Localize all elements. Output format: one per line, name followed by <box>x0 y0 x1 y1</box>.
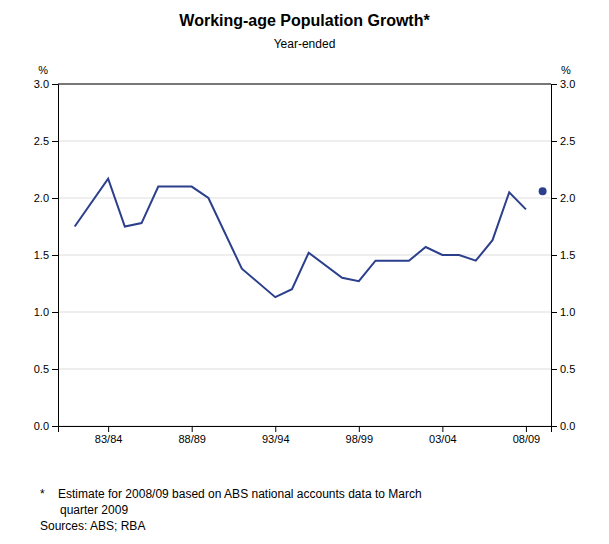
tick-label: 0.0 <box>34 420 49 432</box>
tick-mark <box>52 198 58 199</box>
tick: 2.0 <box>34 192 58 204</box>
axis-line <box>52 85 59 427</box>
y-axis: 0.0 0.5 1.0 1.5 2.0 2.5 3.0 <box>34 78 59 432</box>
tick-label: 93/94 <box>262 433 290 445</box>
tick-mark <box>551 255 557 256</box>
tick-label: 0.5 <box>560 363 575 375</box>
tick-label: 1.5 <box>560 249 575 261</box>
tick-mark <box>551 141 557 142</box>
tick-label: 2.5 <box>560 135 575 147</box>
tick-mark <box>52 84 58 85</box>
point <box>539 187 547 195</box>
tick: 3.0 <box>551 78 575 90</box>
tick-mark <box>108 426 109 432</box>
tick-label: 1.5 <box>34 249 49 261</box>
subtitle: Year-ended <box>274 37 336 51</box>
grid-line <box>58 369 551 370</box>
grid <box>58 84 551 426</box>
tick-label: 2.5 <box>34 135 49 147</box>
tick: 08/09 <box>513 426 541 445</box>
footnote: * Estimate for 2008/09 based on ABS nati… <box>40 487 422 501</box>
tick-label: 1.0 <box>560 306 575 318</box>
title: Working-age Population Growth* <box>179 12 430 29</box>
tick-label: 2.0 <box>34 192 49 204</box>
frame <box>58 84 551 85</box>
tick-mark <box>52 255 58 256</box>
tick-mark <box>442 426 443 432</box>
tick-label: 0.0 <box>560 420 575 432</box>
tick-mark <box>52 141 58 142</box>
tick: 0.5 <box>551 363 575 375</box>
tick-label: 3.0 <box>560 78 575 90</box>
tick-mark <box>52 426 58 427</box>
tick: 88/89 <box>178 426 206 445</box>
tick: 2.0 <box>551 192 575 204</box>
marks <box>75 179 547 298</box>
grid-line <box>58 255 551 256</box>
tick: 98/99 <box>346 426 374 445</box>
tick-mark <box>52 312 58 313</box>
grid-line <box>58 198 551 199</box>
y-axis-label: % <box>38 64 48 76</box>
tick-mark <box>551 312 557 313</box>
tick-label: 88/89 <box>178 433 206 445</box>
chart: 83/84 88/89 93/94 98/99 03/04 08/09 0.0 0.5 1.0 1… <box>0 0 609 544</box>
plot: 83/84 88/89 93/94 98/99 03/04 08/09 0.0 0.5 1.0 1… <box>34 78 576 445</box>
tick-mark <box>526 426 527 432</box>
x-axis: 83/84 88/89 93/94 98/99 03/04 08/09 <box>59 426 552 445</box>
tick-label: 0.5 <box>34 363 49 375</box>
tick-label: 1.0 <box>34 306 49 318</box>
tick-mark <box>551 426 557 427</box>
tick: 1.5 <box>34 249 58 261</box>
tick-label: 08/09 <box>513 433 541 445</box>
tick-label: 98/99 <box>346 433 374 445</box>
tick: 3.0 <box>34 78 58 90</box>
grid-line <box>58 312 551 313</box>
tick-label: 3.0 <box>34 78 49 90</box>
line <box>75 179 526 298</box>
tick-mark <box>52 369 58 370</box>
grid-line <box>58 84 551 85</box>
tick-label: 2.0 <box>560 192 575 204</box>
tick: 03/04 <box>429 426 457 445</box>
tick: 2.5 <box>551 135 575 147</box>
tick: 1.0 <box>551 306 575 318</box>
tick-mark <box>192 426 193 432</box>
tick: 93/94 <box>262 426 290 445</box>
y2-axis-label: % <box>561 64 571 76</box>
tick: 83/84 <box>95 426 123 445</box>
tick-mark <box>551 198 557 199</box>
tick: 0.5 <box>34 363 58 375</box>
tick-mark <box>275 426 276 432</box>
grid-line <box>58 141 551 142</box>
y2-axis: 0.0 0.5 1.0 1.5 2.0 2.5 3.0 <box>551 78 575 432</box>
tick-mark <box>551 84 557 85</box>
tick-mark <box>359 426 360 432</box>
tick: 1.0 <box>34 306 58 318</box>
tick: 1.5 <box>551 249 575 261</box>
tick: 0.0 <box>551 420 575 432</box>
tick: 2.5 <box>34 135 58 147</box>
footnote: Sources: ABS; RBA <box>40 519 145 533</box>
tick: 0.0 <box>34 420 58 432</box>
axis-line <box>552 85 558 427</box>
footnote: quarter 2009 <box>40 503 128 517</box>
axis-line <box>59 427 552 433</box>
tick-label: 83/84 <box>95 433 123 445</box>
tick-label: 03/04 <box>429 433 457 445</box>
tick-mark <box>551 369 557 370</box>
